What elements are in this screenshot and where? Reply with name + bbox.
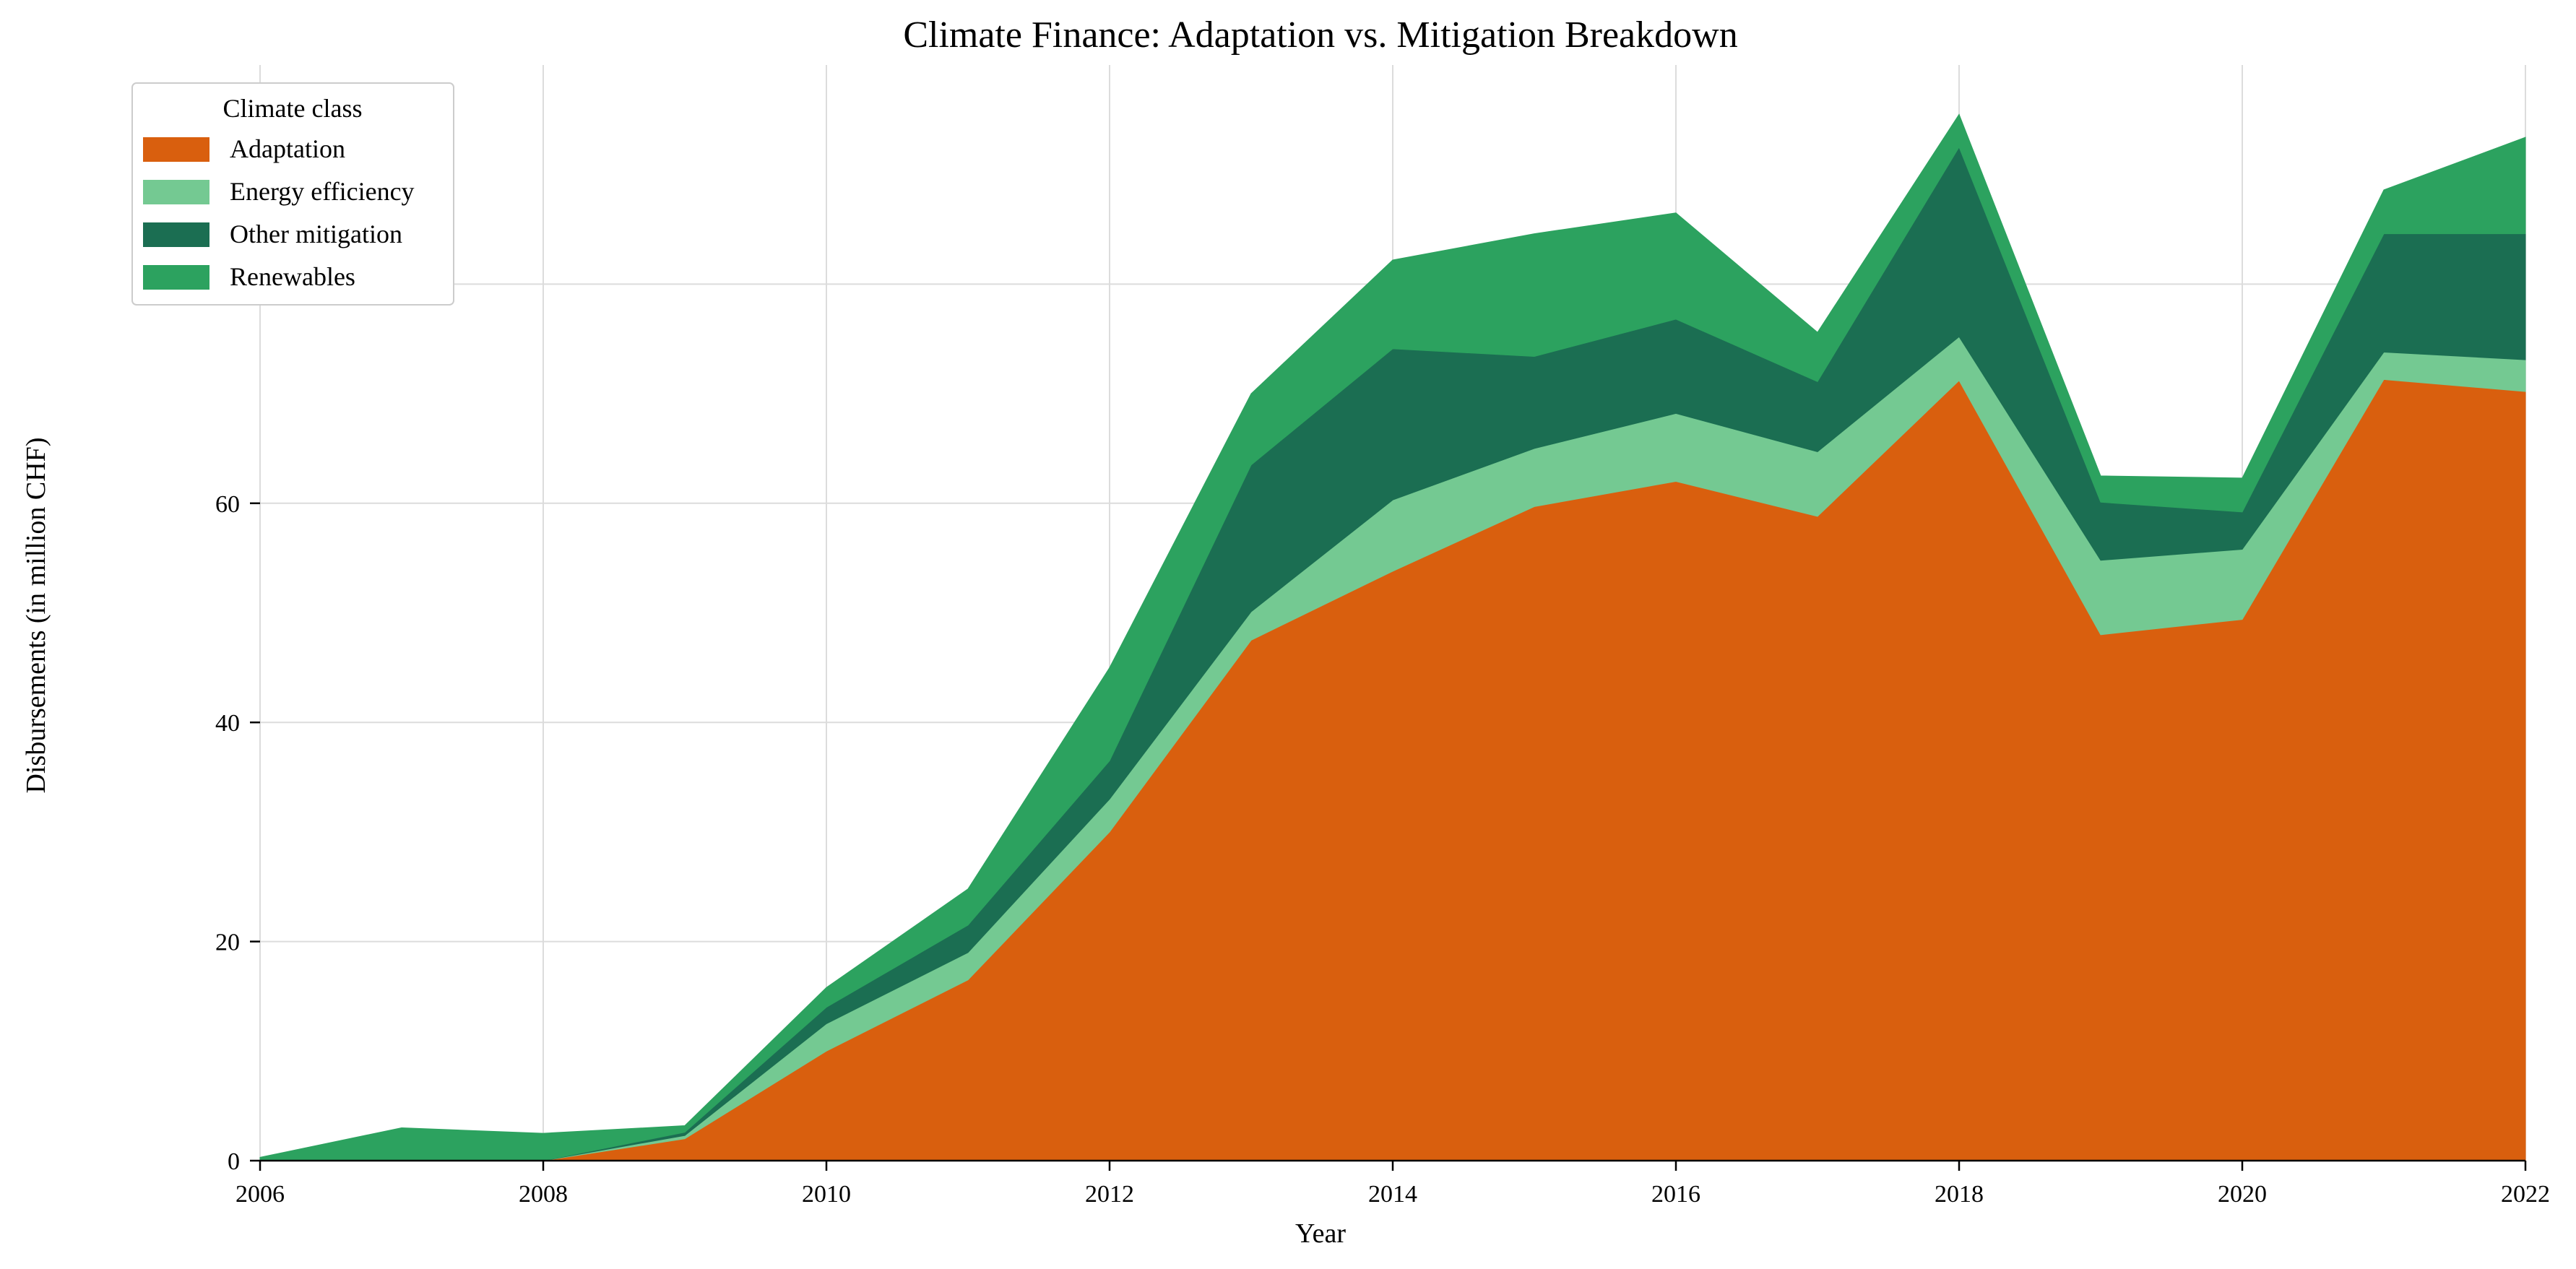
legend-label-energy-efficiency: Energy efficiency	[230, 177, 415, 206]
x-tick-label: 2022	[2501, 1181, 2550, 1208]
x-tick-label: 2006	[235, 1181, 285, 1208]
legend-swatch-energy-efficiency	[143, 180, 209, 204]
legend-swatch-renewables	[143, 265, 209, 290]
legend: Climate class Adaptation Energy efficienc…	[131, 82, 454, 306]
area-renewables	[259, 113, 2526, 1161]
y-axis-ticks: 020406080	[215, 272, 260, 1175]
y-tick-label: 20	[215, 930, 240, 956]
chart-title: Climate Finance: Adaptation vs. Mitigati…	[903, 14, 1737, 56]
y-tick-label: 60	[215, 491, 240, 518]
legend-title: Climate class	[223, 94, 363, 123]
legend-label-other-mitigation: Other mitigation	[230, 220, 402, 248]
y-tick-label: 40	[215, 710, 240, 737]
x-tick-label: 2020	[2218, 1181, 2267, 1208]
x-tick-label: 2014	[1368, 1181, 1417, 1208]
x-axis-label: Year	[1295, 1218, 1346, 1249]
x-tick-label: 2012	[1085, 1181, 1134, 1208]
legend-items: Adaptation Energy efficiency Other mitigat…	[143, 134, 415, 291]
legend-swatch-other-mitigation	[143, 222, 209, 247]
legend-label-renewables: Renewables	[230, 262, 355, 291]
y-tick-label: 0	[228, 1148, 240, 1175]
y-axis-label: Disbursements (in million CHF)	[21, 438, 51, 794]
x-tick-label: 2010	[802, 1181, 851, 1208]
stacked-areas	[259, 113, 2526, 1161]
x-tick-label: 2018	[1935, 1181, 1984, 1208]
legend-frame	[131, 82, 454, 306]
x-axis-ticks: 2006 2008 2010 2012 2014 2016 2018 2020 2022	[235, 1161, 2550, 1208]
legend-label-adaptation: Adaptation	[230, 134, 345, 163]
legend-swatch-adaptation	[143, 137, 209, 162]
x-tick-label: 2008	[519, 1181, 568, 1208]
x-tick-label: 2016	[1651, 1181, 1700, 1208]
